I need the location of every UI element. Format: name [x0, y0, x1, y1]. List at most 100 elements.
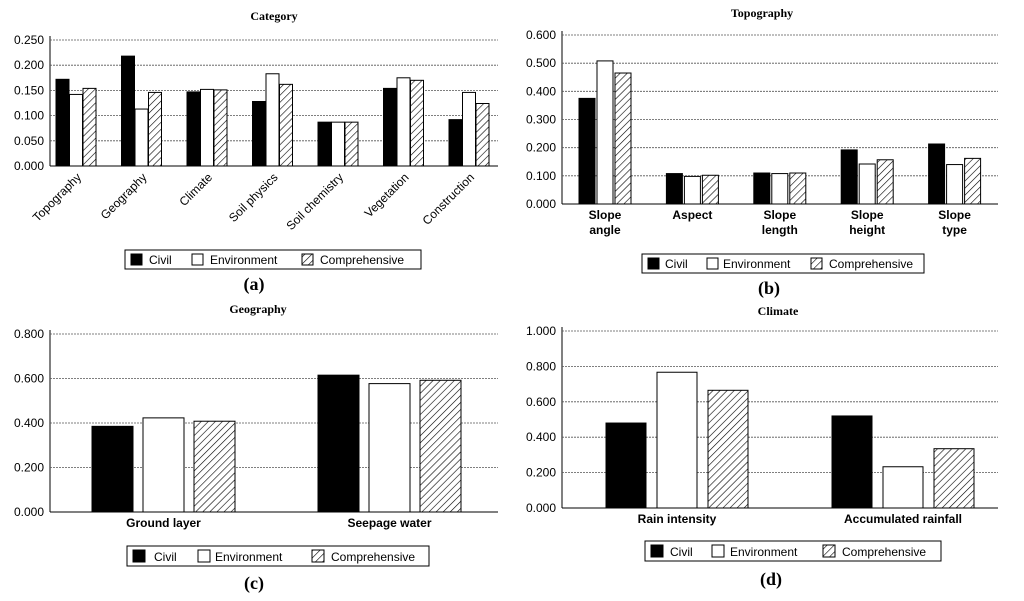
legend-environment-label: Environment [730, 545, 798, 559]
bar-environment [946, 164, 964, 205]
legend-environment-swatch [197, 549, 211, 563]
bar-environment [142, 417, 185, 513]
bar-environment [69, 93, 83, 167]
legend-environment-label: Environment [215, 550, 283, 564]
x-tick-label: Construction [420, 170, 478, 228]
bar-civil [928, 143, 946, 205]
bar-civil [383, 87, 397, 167]
panel-a-chart: Category 0.0000.0500.1000.1500.2000.250 … [14, 9, 498, 295]
bar-environment [683, 175, 701, 205]
legend-comprehensive-label: Comprehensive [320, 253, 404, 267]
y-tick-label: 0.200 [14, 58, 44, 72]
x-tick-label: Rain intensity [638, 512, 717, 526]
y-tick-label: 0.200 [14, 461, 44, 475]
panel-b-legend: Civil Environment Comprehensive [641, 253, 925, 274]
panel-c-chart: Geography 0.000 0.200 0.400 0.600 0.800 Grou… [14, 302, 498, 594]
bar-environment [331, 121, 345, 167]
bar-civil [317, 374, 360, 513]
bar-environment [265, 73, 280, 167]
bar-civil [578, 97, 596, 205]
bar-comprehensive [419, 379, 462, 513]
y-tick-label: 0.400 [526, 430, 556, 444]
x-tick-label: Vegetation [362, 170, 412, 220]
panel-b-label: (b) [758, 278, 780, 299]
panel-b-title: Topography [731, 6, 793, 20]
panel-c-label: (c) [244, 573, 264, 594]
x-tick-label: Slope [851, 208, 884, 222]
y-tick-label: 0.500 [526, 56, 556, 70]
legend-comprehensive-swatch [822, 544, 836, 558]
legend-civil-swatch [647, 257, 660, 270]
x-tick-label: angle [589, 223, 621, 237]
bar-civil [665, 173, 683, 205]
legend-comprehensive-swatch [311, 549, 325, 563]
y-tick-label: 0.000 [14, 505, 44, 519]
panel-d-chart: Climate 0.000 0.200 0.400 0.600 0.800 1.000 R… [526, 304, 998, 590]
bar-comprehensive [614, 72, 632, 205]
x-tick-label: Slope [763, 208, 796, 222]
bar-civil [91, 425, 134, 513]
bar-comprehensive [475, 103, 490, 167]
bar-comprehensive [148, 91, 162, 167]
y-tick-label: 1.000 [526, 324, 556, 338]
y-tick-label: 0.400 [526, 84, 556, 98]
y-tick-label: 0.600 [526, 28, 556, 42]
bar-environment [656, 371, 698, 509]
legend-civil-swatch [132, 549, 146, 563]
legend-environment-swatch [706, 257, 719, 270]
bar-comprehensive [344, 121, 359, 167]
x-tick-label: Seepage water [347, 516, 431, 530]
bar-environment [462, 91, 476, 167]
bar-civil [448, 119, 463, 167]
y-tick-label: 0.050 [14, 134, 44, 148]
bar-comprehensive [707, 389, 749, 509]
y-tick-label: 0.600 [526, 395, 556, 409]
bar-comprehensive [933, 448, 975, 509]
x-tick-label: Ground layer [126, 516, 201, 530]
panel-b-chart: Topography 0.000 0.100 0.200 0.300 0.400 0.50… [526, 6, 998, 299]
panel-a-title: Category [250, 9, 297, 23]
bar-environment [396, 77, 411, 167]
panel-d-legend: Civil Environment Comprehensive [644, 540, 942, 562]
bar-civil [121, 55, 135, 167]
y-tick-label: 0.800 [526, 359, 556, 373]
legend-civil-label: Civil [149, 253, 172, 267]
y-tick-label: 0.300 [526, 113, 556, 127]
bar-comprehensive [701, 174, 719, 205]
y-tick-label: 0.150 [14, 83, 44, 97]
x-tick-label: Climate [176, 170, 215, 209]
bar-comprehensive [213, 89, 228, 167]
y-tick-label: 0.200 [526, 141, 556, 155]
bar-environment [771, 173, 789, 205]
x-tick-label: height [849, 223, 885, 237]
x-tick-label: Aspect [672, 208, 712, 222]
bar-civil [252, 100, 266, 167]
y-tick-label: 0.100 [14, 109, 44, 123]
bar-civil [317, 121, 332, 167]
legend-environment-label: Environment [210, 253, 278, 267]
bar-environment [368, 383, 411, 513]
panel-c-title: Geography [229, 302, 286, 316]
panel-a-legend: Civil Environment Comprehensive [124, 249, 422, 270]
y-tick-label: 0.600 [14, 372, 44, 386]
bar-environment [134, 108, 149, 167]
legend-civil-label: Civil [665, 257, 688, 271]
y-tick-label: 0.000 [526, 197, 556, 211]
legend-civil-swatch [650, 544, 664, 558]
legend-comprehensive-label: Comprehensive [829, 257, 913, 271]
x-tick-label: length [762, 223, 798, 237]
legend-comprehensive-label: Comprehensive [331, 550, 415, 564]
bar-civil [186, 91, 201, 167]
legend-comprehensive-label: Comprehensive [842, 545, 926, 559]
bar-civil [753, 172, 771, 205]
x-tick-label: Topography [30, 170, 84, 224]
bar-comprehensive [876, 159, 894, 205]
bar-environment [858, 163, 876, 205]
y-tick-label: 0.250 [14, 33, 44, 47]
x-tick-label: Geography [98, 170, 150, 222]
x-tick-label: Accumulated rainfall [844, 512, 962, 526]
bar-civil [605, 422, 647, 509]
bar-civil [831, 415, 873, 509]
bar-civil [840, 149, 858, 205]
